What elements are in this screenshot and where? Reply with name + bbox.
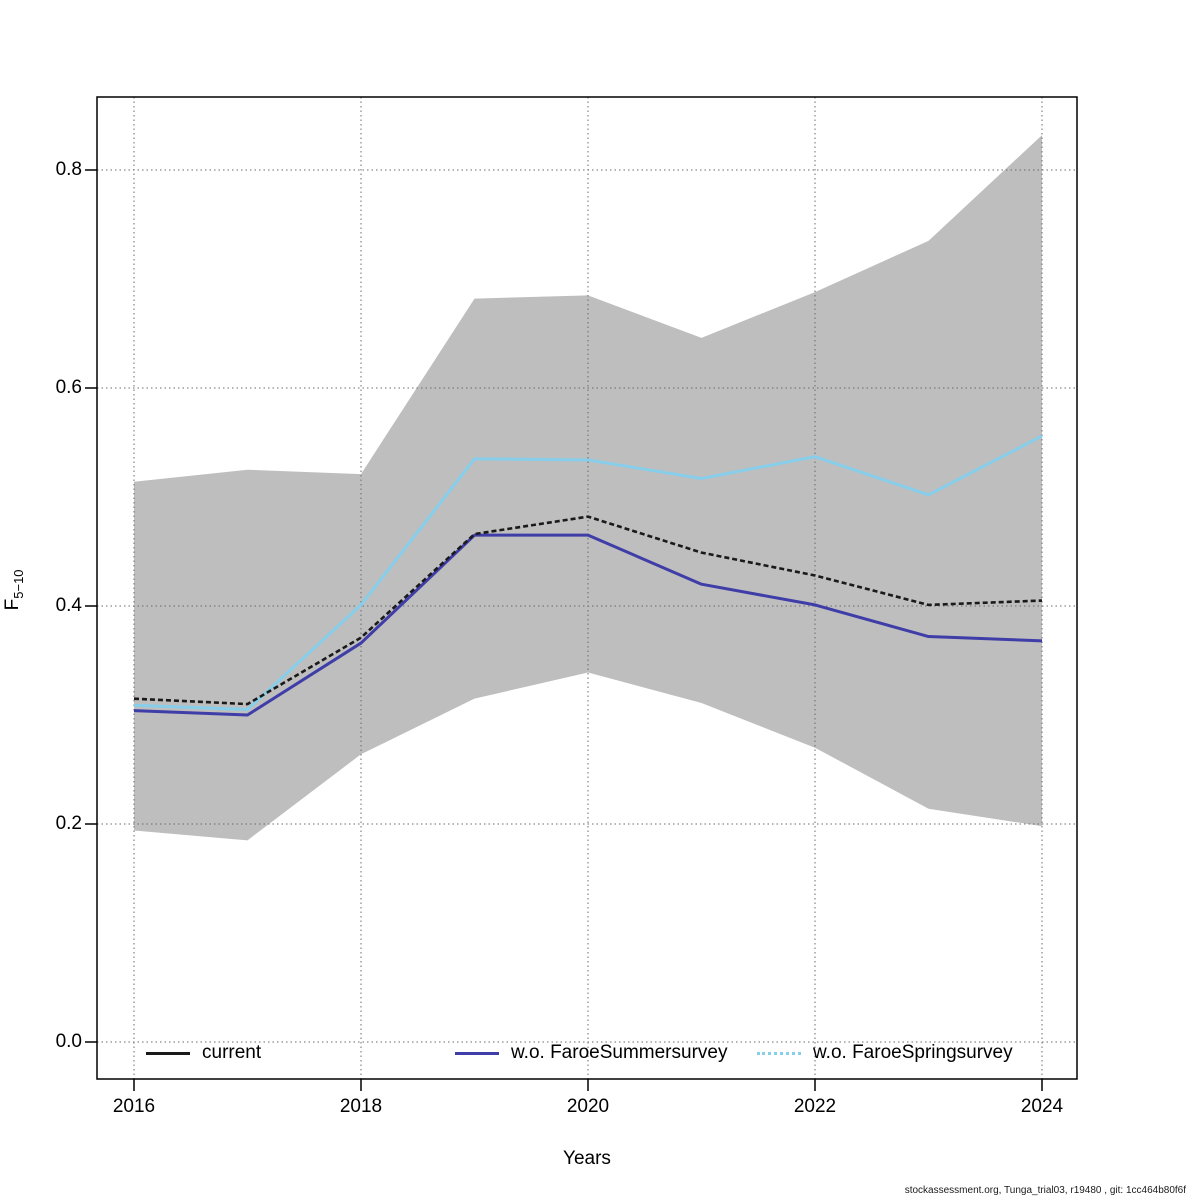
legend-line-swatch — [757, 1051, 801, 1055]
x-axis-title: Years — [563, 1148, 611, 1169]
x-axis-tick-label: 2024 — [1020, 1096, 1064, 1117]
series-line — [133, 434, 1043, 712]
y-axis-tick-label: 0.2 — [55, 813, 82, 834]
y-axis-tick-label: 0.0 — [55, 1031, 82, 1052]
legend-item-current: current — [146, 1041, 261, 1065]
series-line — [133, 533, 1043, 717]
footer-credit: stockassessment.org, Tunga_trial03, r194… — [904, 1185, 1186, 1196]
y-axis-tick-label: 0.6 — [55, 377, 82, 398]
y-axis-title-main: F — [2, 598, 24, 611]
legend-item-wo-faroespringsurvey: w.o. FaroeSpringsurvey — [757, 1041, 1013, 1065]
y-axis-tick-label: 0.4 — [55, 595, 82, 616]
x-axis-tick-label: 2016 — [112, 1096, 156, 1117]
series-line — [133, 515, 1043, 706]
y-axis-title-subscript: 5−10 — [10, 569, 26, 599]
legend-line-swatch — [455, 1051, 499, 1055]
legend-item-wo-faroesummersurvey: w.o. FaroeSummersurvey — [455, 1041, 727, 1065]
y-axis-title: F5−10 — [2, 530, 26, 650]
legend-label: current — [202, 1042, 262, 1063]
legend-label: w.o. FaroeSummersurvey — [511, 1042, 728, 1063]
x-axis-tick-label: 2022 — [793, 1096, 837, 1117]
y-axis-tick-label: 0.8 — [55, 159, 82, 180]
x-axis-tick-label: 2018 — [339, 1096, 383, 1117]
x-axis-tick-label: 2020 — [566, 1096, 610, 1117]
legend-label: w.o. FaroeSpringsurvey — [813, 1042, 1013, 1063]
legend-line-swatch — [146, 1051, 190, 1055]
